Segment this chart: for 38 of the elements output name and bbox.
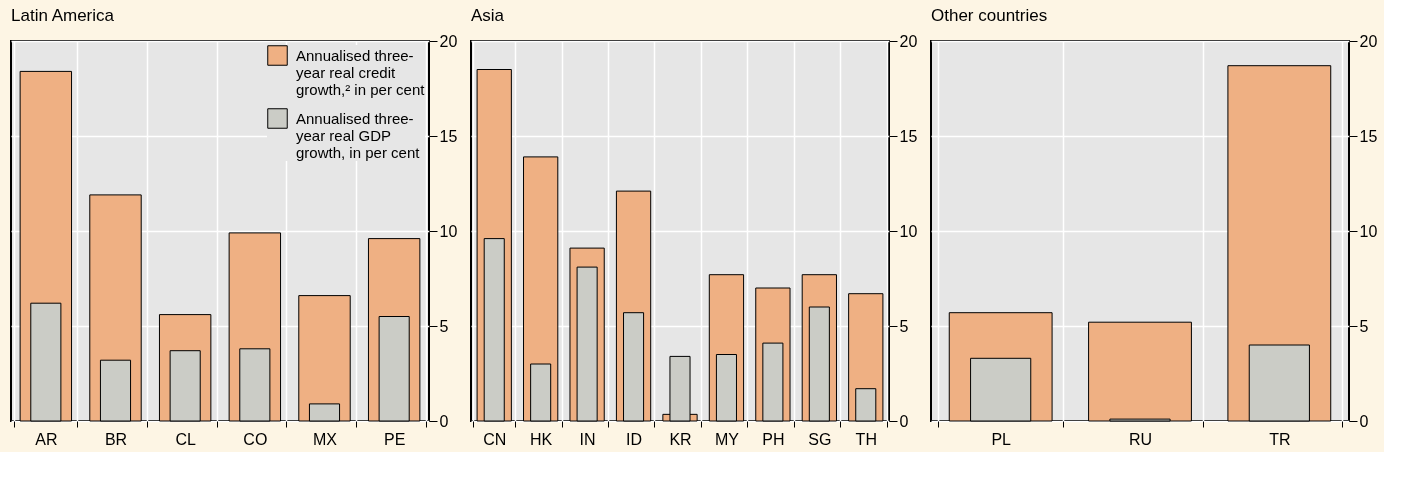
chart-title: Latin America bbox=[11, 6, 115, 25]
y-tick-label: 0 bbox=[1359, 412, 1369, 430]
legend-label: Annualised three-year real credit growth,² in per cent bbox=[296, 46, 426, 98]
x-tick-label: RU bbox=[1128, 430, 1153, 448]
y-tick-label: 0 bbox=[899, 412, 909, 430]
chart-title: Other countries bbox=[931, 6, 1048, 25]
x-tick-label: MX bbox=[313, 430, 338, 448]
x-tick-label: TH bbox=[855, 430, 877, 448]
y-tick-label: 10 bbox=[899, 222, 918, 240]
legend-label: Annualised three-year real GDP growth, in per cent bbox=[296, 109, 421, 161]
x-tick-label: PE bbox=[383, 430, 406, 448]
x-tick-label: SG bbox=[808, 430, 832, 448]
y-tick-label: 20 bbox=[439, 32, 458, 50]
y-tick-label: 5 bbox=[899, 317, 909, 335]
chart-title: Asia bbox=[471, 6, 505, 25]
y-tick-label: 15 bbox=[439, 127, 458, 145]
y-tick-label: 20 bbox=[899, 32, 918, 50]
x-tick-label: PL bbox=[991, 430, 1012, 448]
y-tick-label: 5 bbox=[1359, 317, 1369, 335]
y-tick-label: 15 bbox=[899, 127, 918, 145]
x-tick-label: CL bbox=[175, 430, 196, 448]
x-tick-label: AR bbox=[35, 430, 58, 448]
y-tick-label: 5 bbox=[439, 317, 449, 335]
x-tick-label: CN bbox=[483, 430, 507, 448]
x-tick-label: MY bbox=[714, 430, 740, 448]
y-tick-label: 10 bbox=[439, 222, 458, 240]
y-tick-label: 20 bbox=[1359, 32, 1378, 50]
x-tick-label: KR bbox=[669, 430, 692, 448]
x-tick-label: BR bbox=[104, 430, 128, 448]
y-tick-label: 0 bbox=[439, 412, 449, 430]
x-tick-label: ID bbox=[626, 430, 643, 448]
x-tick-label: IN bbox=[579, 430, 596, 448]
y-tick-label: 15 bbox=[1359, 127, 1378, 145]
x-tick-label: TR bbox=[1269, 430, 1291, 448]
x-tick-label: HK bbox=[530, 430, 553, 448]
y-tick-label: 10 bbox=[1359, 222, 1378, 240]
x-tick-label: PH bbox=[762, 430, 785, 448]
x-tick-label: CO bbox=[243, 430, 268, 448]
